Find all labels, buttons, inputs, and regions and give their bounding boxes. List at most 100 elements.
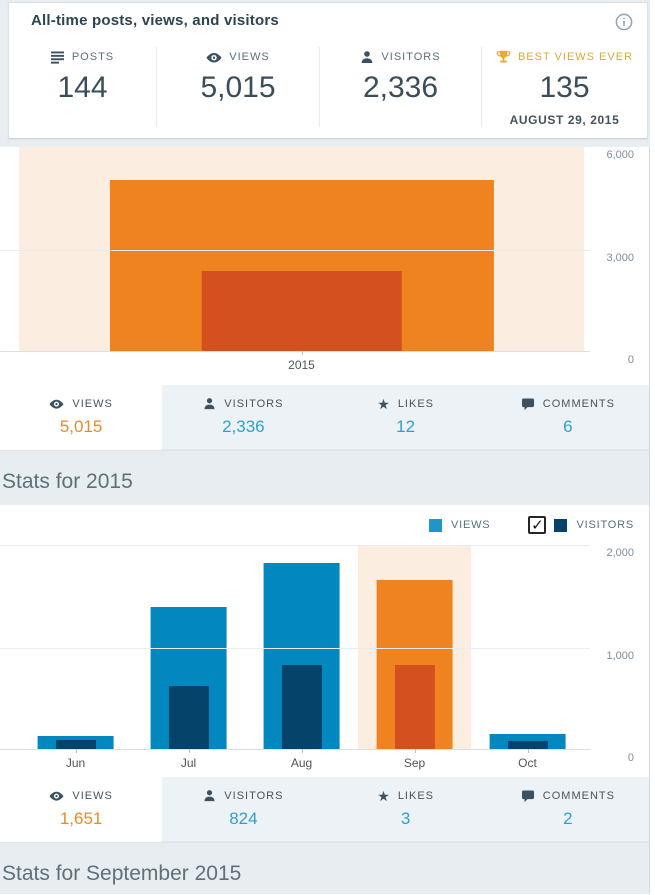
month-heading-band: Stats for September 2015	[0, 842, 650, 894]
tab-label: LIKES	[397, 789, 434, 802]
x-axis-tick	[414, 749, 416, 753]
person-icon	[360, 50, 374, 64]
all-time-section: All-time posts, views, and visitors	[0, 0, 655, 147]
year-heading: Stats for 2015	[2, 470, 133, 493]
x-axis-label: Sep	[403, 756, 426, 770]
monthly-bar-chart: Jun Jul Aug Sep Oct 2,000 1,000 0	[0, 545, 649, 777]
stat-label: POSTS	[71, 51, 115, 63]
views-legend-square	[429, 518, 442, 532]
all-time-card: All-time posts, views, and visitors	[8, 2, 648, 139]
tab-value: 824	[229, 809, 258, 828]
y-axis-tick-label: 0	[627, 354, 634, 366]
visitors-legend-label: VISITORS	[576, 519, 634, 531]
tab-value: 1,651	[59, 809, 103, 828]
y-axis-tick-label: 1,000	[606, 649, 634, 662]
tab-views[interactable]: VIEWS 5,015	[0, 385, 163, 450]
monthly-tab-bar: VIEWS 1,651 VISITORS 824 ★ LIKES 3	[0, 777, 649, 842]
tab-label: COMMENTS	[542, 397, 615, 410]
tab-value: 3	[400, 809, 411, 828]
person-icon	[203, 397, 216, 410]
tab-likes[interactable]: ★ LIKES 3	[324, 777, 487, 842]
y-axis-tick-label: 6,000	[606, 149, 634, 161]
tab-comments[interactable]: COMMENTS 6	[486, 385, 649, 450]
y-axis-tick-label: 2,000	[606, 547, 634, 559]
bar-column-aug[interactable]: Aug	[245, 545, 358, 770]
trophy-icon	[496, 50, 511, 64]
visitors-legend-square	[554, 518, 568, 532]
tab-visitors[interactable]: VISITORS 2,336	[162, 385, 325, 450]
stat-label: VIEWS	[229, 51, 270, 63]
chart-legend: VIEWS ✓ VISITORS	[0, 505, 649, 545]
yearly-bar-chart: 2015 6,000 3,000 0	[0, 147, 649, 385]
tab-views[interactable]: VIEWS 1,651	[0, 777, 163, 842]
chart-plot-area: 2015	[0, 147, 590, 372]
tab-label: VIEWS	[72, 789, 113, 802]
page-right-edge	[650, 0, 655, 895]
x-axis-label: Aug	[290, 756, 313, 770]
gridline	[0, 249, 590, 251]
bar-column-2015[interactable]: 2015	[19, 147, 584, 372]
tab-likes[interactable]: ★ LIKES 12	[324, 385, 487, 450]
best-views-date: AUGUST 29, 2015	[509, 112, 620, 127]
monthly-chart-module: VIEWS ✓ VISITORS Jun Jul Aug Sep Oct 2,000 1,…	[0, 505, 650, 842]
y-axis-tick-label: 0	[627, 752, 634, 764]
bar-column-jun[interactable]: Jun	[19, 545, 132, 770]
eye-icon	[49, 789, 64, 802]
gridline	[0, 647, 590, 649]
visitors-bar-jul	[168, 685, 209, 749]
tab-value: 12	[396, 417, 416, 436]
y-axis-tick-label: 3,000	[606, 251, 634, 264]
stat-value: 5,015	[200, 71, 276, 104]
tab-value: 2,336	[222, 417, 265, 436]
comment-icon	[521, 789, 535, 803]
info-icon[interactable]	[615, 13, 633, 31]
stat-best-views-ever: BEST VIEWS EVER 135 AUGUST 29, 2015	[481, 47, 647, 127]
stat-label: VISITORS	[381, 51, 441, 63]
stat-views: VIEWS 5,015	[156, 47, 319, 127]
visitors-checkbox[interactable]: ✓	[528, 516, 547, 534]
stat-posts: POSTS 144	[9, 47, 156, 127]
yearly-tab-bar: VIEWS 5,015 VISITORS 2,336 ★ LIKES 12	[0, 385, 649, 450]
stat-value: 2,336	[362, 71, 439, 104]
tab-value: 6	[563, 417, 573, 436]
tab-label: LIKES	[397, 397, 434, 410]
tab-label: VISITORS	[224, 789, 284, 802]
all-time-stats-row: POSTS 144 VIEWS 5,015	[9, 47, 647, 127]
chart-plot-area: Jun Jul Aug Sep Oct	[0, 545, 590, 770]
stat-visitors: VISITORS 2,336	[319, 47, 481, 127]
x-axis-label: Oct	[518, 756, 537, 770]
x-axis-tick	[188, 749, 190, 753]
tab-visitors[interactable]: VISITORS 824	[162, 777, 325, 842]
legend-visitors: ✓ VISITORS	[528, 516, 634, 534]
month-heading: Stats for September 2015	[2, 862, 242, 885]
posts-icon	[50, 51, 65, 64]
y-axis: 2,000 1,000 0	[584, 545, 634, 764]
x-axis-tick	[301, 351, 303, 355]
y-axis: 6,000 3,000 0	[584, 147, 634, 366]
bar-column-jul[interactable]: Jul	[132, 545, 245, 770]
tab-value: 5,015	[59, 417, 103, 436]
visitors-bar-jun	[55, 740, 96, 749]
tab-label: VIEWS	[72, 397, 113, 410]
tab-label: VISITORS	[224, 397, 284, 410]
tab-comments[interactable]: COMMENTS 2	[486, 777, 649, 842]
visitors-bar-sep	[394, 664, 435, 749]
tab-label: COMMENTS	[542, 789, 615, 802]
x-axis-label: 2015	[288, 358, 315, 372]
x-axis-label: Jul	[180, 756, 197, 770]
legend-views: VIEWS	[429, 518, 491, 532]
gridline	[0, 545, 590, 546]
x-axis-label: Jun	[65, 756, 86, 770]
bar-column-sep[interactable]: Sep	[358, 545, 471, 770]
x-axis-tick	[75, 749, 77, 753]
year-heading-band: Stats for 2015	[0, 450, 650, 505]
visitors-bar-oct	[507, 740, 548, 749]
bar-column-oct[interactable]: Oct	[471, 545, 584, 770]
stat-value: 144	[57, 71, 108, 104]
yearly-chart-module: 2015 6,000 3,000 0 VIEWS 5,015 VI	[0, 147, 650, 450]
comment-icon	[521, 397, 535, 411]
views-legend-label: VIEWS	[451, 519, 491, 531]
card-title: All-time posts, views, and visitors	[31, 12, 279, 29]
stat-label: BEST VIEWS EVER	[517, 51, 634, 63]
